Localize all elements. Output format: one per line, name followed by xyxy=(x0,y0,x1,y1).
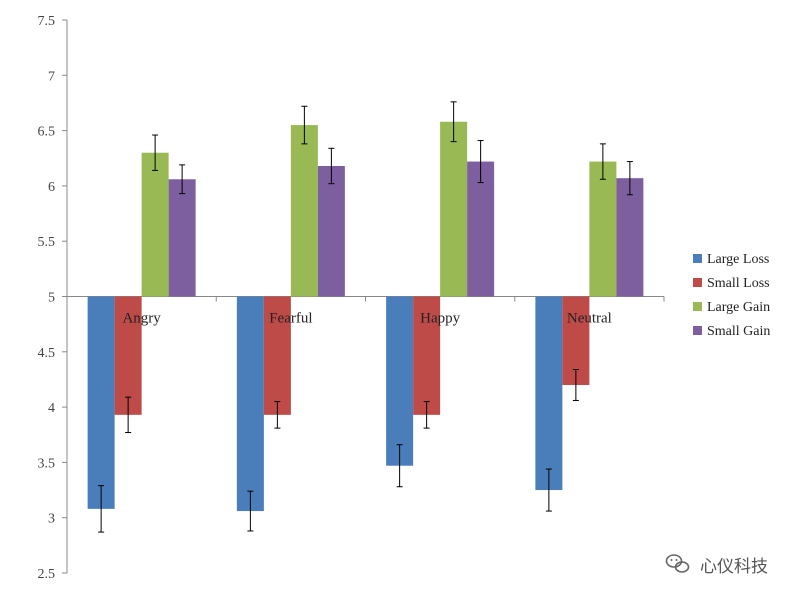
bar xyxy=(535,296,563,491)
category-label: Neutral xyxy=(567,311,612,327)
y-tick-label: 6 xyxy=(48,180,55,195)
category-label: Fearful xyxy=(269,311,312,327)
y-tick-label: 3 xyxy=(48,512,55,527)
bar xyxy=(440,121,468,297)
bar xyxy=(114,296,142,415)
legend-label: Small Loss xyxy=(707,276,770,291)
error-bar xyxy=(328,147,335,185)
watermark: 心仪科技 xyxy=(665,554,768,577)
legend-label: Small Gain xyxy=(707,324,770,339)
error-bar xyxy=(179,164,186,195)
error-bar xyxy=(599,143,606,180)
category-label: Angry xyxy=(122,311,161,327)
legend-item: Small Loss xyxy=(693,276,770,291)
y-tick-label: 5 xyxy=(48,291,55,306)
legend: Large Loss Small Loss Large Gain Small Gain xyxy=(693,252,770,339)
bar xyxy=(413,296,441,415)
bar xyxy=(263,296,291,415)
legend-item: Large Gain xyxy=(693,300,770,315)
bar xyxy=(87,296,115,509)
bar xyxy=(168,179,196,297)
plot-area: Angry Fearful Happy Neutral xyxy=(66,101,665,533)
y-tick-label: 6.5 xyxy=(38,125,56,140)
bar xyxy=(317,165,345,297)
y-tick-label: 3.5 xyxy=(38,456,56,471)
error-bar xyxy=(450,101,457,143)
bar xyxy=(589,161,617,297)
error-bar xyxy=(98,485,105,533)
legend-item: Large Loss xyxy=(693,252,769,267)
legend-label: Large Loss xyxy=(707,252,769,267)
error-bar xyxy=(274,401,281,429)
watermark-text: 心仪科技 xyxy=(700,557,768,577)
legend-swatch xyxy=(693,278,702,287)
bar xyxy=(616,178,644,297)
error-bar xyxy=(396,444,403,488)
y-tick-label: 5.5 xyxy=(38,235,56,250)
y-tick-label: 4.5 xyxy=(38,346,56,361)
bar xyxy=(386,296,414,466)
error-bar xyxy=(247,490,254,532)
y-tick-label: 4 xyxy=(48,401,55,416)
legend-label: Large Gain xyxy=(707,300,770,315)
error-bar xyxy=(572,368,579,401)
bar xyxy=(236,296,264,512)
category-label: Happy xyxy=(420,311,460,327)
bar xyxy=(141,152,169,297)
error-bar xyxy=(626,161,633,196)
legend-swatch xyxy=(693,302,702,311)
bar xyxy=(467,161,495,297)
legend-item: Small Gain xyxy=(693,324,770,339)
wechat-icon xyxy=(665,554,690,573)
y-tick-label: 2.5 xyxy=(38,567,56,582)
error-bar xyxy=(477,140,484,184)
error-bar xyxy=(545,468,552,512)
error-bar xyxy=(423,401,430,429)
error-bar xyxy=(152,134,159,171)
y-tick-label: 7.5 xyxy=(38,14,56,29)
legend-swatch xyxy=(693,326,702,335)
error-bar xyxy=(301,105,308,145)
error-bar xyxy=(125,396,132,434)
legend-swatch xyxy=(693,254,702,263)
bar xyxy=(290,125,318,297)
y-tick-label: 7 xyxy=(48,69,55,84)
y-axis: 2.5 3 3.5 4 4.5 5 5.5 6 6.5 7 7.5 xyxy=(38,14,68,582)
